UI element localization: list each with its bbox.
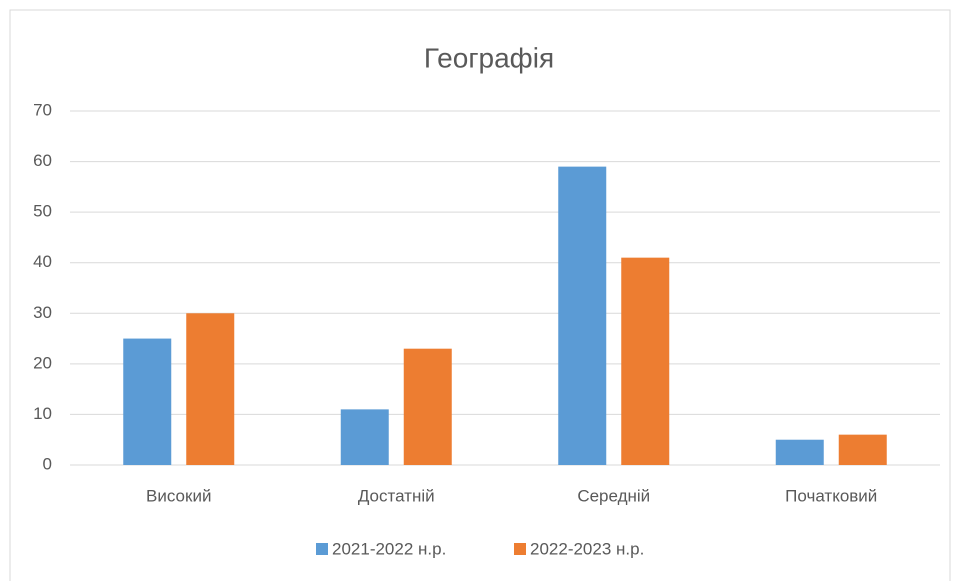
- y-tick-label: 40: [33, 252, 52, 271]
- bar: [621, 257, 670, 465]
- x-tick-label: Середній: [577, 486, 650, 505]
- y-tick-label: 70: [33, 100, 52, 119]
- x-tick-label: Початковий: [785, 486, 877, 505]
- y-tick-label: 60: [33, 151, 52, 170]
- legend-swatch: [316, 543, 328, 555]
- chart-border: [9, 9, 951, 581]
- legend-label: 2022-2023 н.р.: [530, 539, 644, 558]
- y-tick-label: 20: [33, 353, 52, 372]
- legend-label: 2021-2022 н.р.: [332, 539, 446, 558]
- bar: [775, 439, 824, 465]
- x-tick-label: Достатній: [358, 486, 435, 505]
- bar: [838, 434, 887, 465]
- bar: [186, 313, 235, 465]
- y-tick-label: 10: [33, 404, 52, 423]
- bar: [558, 166, 607, 465]
- legend-swatch: [514, 543, 526, 555]
- chart-title: Географія: [424, 42, 554, 73]
- y-tick-label: 30: [33, 303, 52, 322]
- y-tick-label: 50: [33, 202, 52, 221]
- bar: [403, 348, 452, 465]
- x-tick-label: Високий: [146, 486, 211, 505]
- bar: [123, 338, 172, 465]
- bar: [340, 409, 389, 465]
- y-tick-label: 0: [43, 454, 52, 473]
